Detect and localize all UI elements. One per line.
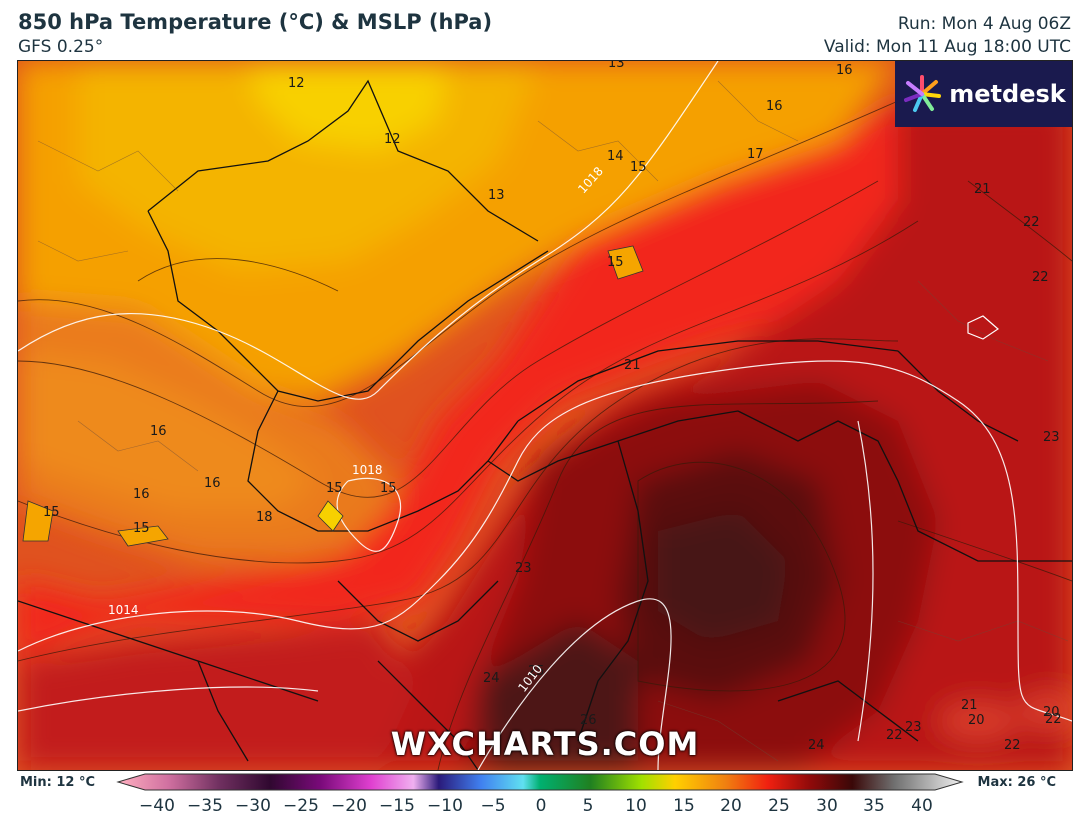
temperature-fields (18, 61, 1072, 770)
temp-label: 14 (607, 149, 624, 164)
temp-label: 23 (1043, 430, 1060, 445)
temp-label: 15 (326, 481, 343, 496)
model-label: GFS 0.25° (18, 37, 104, 57)
temp-label: 26 (580, 713, 597, 728)
metdesk-logo-text: metdesk (949, 80, 1066, 108)
colorbar-tick: 25 (768, 796, 790, 816)
temp-label: 22 (1023, 215, 1040, 230)
isobar-label: 1018 (352, 463, 383, 477)
temp-label: 15 (380, 481, 397, 496)
warm-cell-edge (22, 500, 54, 542)
temp-label: 16 (204, 476, 221, 491)
temp-label: 23 (905, 720, 922, 735)
country-borders (18, 79, 1072, 770)
temp-label: 17 (747, 147, 764, 162)
temp-label: 16 (766, 99, 783, 114)
colorbar-min-label: Min: 12 °C (20, 775, 96, 790)
colorbar-tick: −5 (480, 796, 506, 816)
colorbar-tick: 20 (720, 796, 742, 816)
temp-label: 24 (808, 738, 825, 753)
temp-label: 15 (607, 255, 624, 270)
temp-label: 25 (528, 664, 545, 679)
temp-label: 20 (1043, 705, 1060, 720)
isobar-closed-east (967, 315, 999, 340)
metdesk-logo: metdesk (895, 61, 1072, 127)
temp-label: 21 (974, 182, 991, 197)
colorbar-tick: −20 (331, 796, 367, 816)
temp-label: 21 (624, 358, 641, 373)
colorbar-tick: −15 (379, 796, 415, 816)
temperature-labels: 12 12 13 13 14 15 15 16 16 17 21 22 22 2… (43, 61, 1062, 753)
colorbar-tick: 40 (911, 796, 933, 816)
colorbar-tick: −40 (139, 796, 175, 816)
colorbar-svg (116, 773, 964, 791)
temp-label: 16 (133, 487, 150, 502)
temp-label: 23 (515, 561, 532, 576)
minor-borders (37, 80, 1069, 762)
temp-label: 15 (133, 521, 150, 536)
temp-label: 13 (608, 61, 625, 71)
colorbar-tick: 30 (816, 796, 838, 816)
colorbar-tick: 35 (863, 796, 885, 816)
run-label: Run: Mon 4 Aug 06Z (897, 14, 1071, 34)
temp-label: 12 (384, 132, 401, 147)
colorbar-tick: −10 (427, 796, 463, 816)
colorbar-tick: −35 (187, 796, 223, 816)
colorbar-tick: −25 (283, 796, 319, 816)
colorbar-tick: −30 (235, 796, 271, 816)
isobars (18, 61, 1072, 770)
colorbar-max-label: Max: 26 °C (977, 775, 1056, 790)
colorbar-gradient (116, 773, 964, 791)
temp-label: 12 (288, 76, 305, 91)
temp-label: 15 (43, 505, 60, 520)
map-svg: 12 12 13 13 14 15 15 16 16 17 21 22 22 2… (18, 61, 1072, 770)
temp-label: 24 (483, 671, 500, 686)
warm-cell (317, 500, 344, 532)
colorbar-tick: 0 (535, 796, 547, 816)
temp-label: 16 (150, 424, 167, 439)
colorbar-tick: 15 (673, 796, 695, 816)
temperature-contours (18, 100, 1072, 770)
weather-map: 12 12 13 13 14 15 15 16 16 17 21 22 22 2… (17, 60, 1073, 771)
isobar-label: 1014 (108, 603, 139, 617)
temp-label: 22 (1032, 270, 1049, 285)
temp-label: 21 (961, 698, 978, 713)
colorbar-ticks: −40 −35 −30 −25 −20 −15 −10 −5 0 5 10 15… (0, 796, 1088, 820)
warm-cell-north (607, 245, 644, 280)
colorbar-tick: 5 (582, 796, 594, 816)
temp-label: 22 (886, 728, 903, 743)
colorbar: Min: 12 °C (0, 770, 1088, 833)
temp-label: 22 (1004, 738, 1021, 753)
valid-label: Valid: Mon 11 Aug 18:00 UTC (823, 37, 1071, 57)
warm-cell-west (117, 525, 169, 547)
temp-label: 18 (256, 510, 273, 525)
temp-label: 16 (836, 63, 853, 78)
wxcharts-watermark: WXCHARTS.COM (390, 725, 700, 763)
temp-label: 20 (968, 713, 985, 728)
temp-label: 15 (630, 160, 647, 175)
temp-label: 22 (1045, 712, 1062, 727)
temp-label: 13 (488, 188, 505, 203)
metdesk-flower-icon (904, 75, 942, 112)
chart-title: 850 hPa Temperature (°C) & MSLP (hPa) (18, 10, 493, 34)
colorbar-tick: 10 (625, 796, 647, 816)
